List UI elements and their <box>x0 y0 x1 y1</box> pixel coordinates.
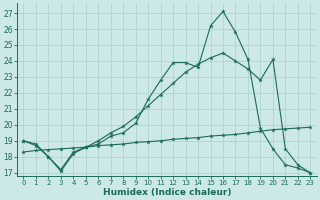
X-axis label: Humidex (Indice chaleur): Humidex (Indice chaleur) <box>103 188 231 197</box>
